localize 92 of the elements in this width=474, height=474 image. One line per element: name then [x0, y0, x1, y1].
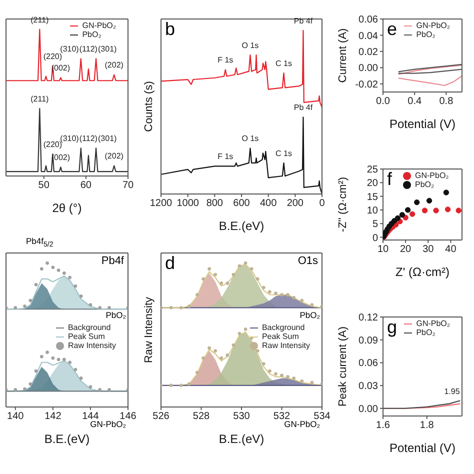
x-tick-label: 1.6 — [376, 420, 390, 432]
x-tick-label: 400 — [260, 198, 278, 210]
x-tick-label: 1000 — [176, 198, 200, 210]
y-tick-label: -0.02 — [355, 79, 378, 90]
x-tick-label: 40 — [445, 244, 457, 256]
legend-label: GN-PbO₂ — [416, 319, 450, 328]
annotation: (112) — [79, 44, 98, 54]
y-tick-label: 25 — [366, 164, 378, 176]
y-axis-title: Current (A) — [337, 28, 349, 83]
x-tick-label: 0.4 — [408, 96, 422, 108]
y-axis-title: Counts (s) — [143, 81, 155, 132]
y-tick-label: 0.02 — [358, 46, 378, 58]
x-tick-label: 50 — [38, 180, 50, 192]
annotation: 1.95 — [444, 386, 460, 396]
x-tick-label: 0.8 — [439, 96, 454, 108]
y-tick-label: 15 — [366, 192, 378, 203]
legend-label: Peak Sum — [262, 332, 299, 341]
y-axis-title: -Z'' (Ω·cm²) — [337, 176, 349, 232]
x-axis-title: B.E.(eV) — [44, 432, 90, 446]
text: Pb4f$_{5/2}$ — [26, 236, 54, 251]
annotation: O 1s — [242, 134, 259, 144]
x-axis-title: Potential (V) — [389, 441, 456, 455]
y-tick-label: 0.12 — [358, 312, 378, 324]
annotation: (211) — [30, 94, 50, 104]
x-axis-title: B.E.(eV) — [218, 432, 264, 446]
annotation: PbO₂ — [106, 310, 126, 321]
annotation: C 1s — [276, 58, 292, 68]
x-tick-label: 600 — [233, 198, 250, 210]
y-tick-label: 0.06 — [358, 358, 378, 370]
annotation: Pb 4f — [294, 103, 314, 112]
y-tick-label: 0.03 — [358, 381, 378, 392]
legend-label: Raw Intensity — [68, 341, 116, 350]
legend-label: Peak Sum — [68, 332, 105, 341]
x-tick-label: 200 — [286, 198, 304, 210]
chart-title: e — [387, 19, 398, 39]
annotation: C 1s — [276, 148, 292, 158]
y-axis-title: Peak current (A) — [337, 326, 349, 407]
legend-label: Raw Intensity — [262, 341, 310, 350]
x-tick-label: 70 — [122, 180, 134, 192]
annotation: F 1s — [218, 152, 234, 162]
legend-label: Background — [262, 323, 305, 332]
x-tick-label: 140 — [7, 411, 24, 422]
chart-subtitle: O1s — [298, 255, 318, 267]
legend-label: GN-PbO₂ — [82, 21, 116, 30]
annotation: (310) — [60, 134, 80, 144]
chart-subtitle: Pb4f — [101, 255, 124, 267]
y-tick-label: 0.09 — [358, 335, 378, 346]
x-tick-label: 0 — [319, 198, 326, 210]
legend-label: PbO₂ — [416, 328, 436, 337]
chart-title: b — [165, 19, 176, 39]
x-tick-label: 60 — [80, 180, 92, 192]
legend-label: PbO₂ — [82, 30, 102, 39]
x-tick-label: 800 — [206, 198, 224, 210]
annotation: F 1s — [218, 56, 234, 65]
annotation: (220) — [43, 52, 62, 61]
x-axis-title: Potential (V) — [389, 117, 456, 131]
x-axis-title: 2θ (°) — [52, 201, 82, 215]
legend-label: GN-PbO₂ — [415, 171, 449, 180]
x-tick-label: 1200 — [150, 198, 173, 210]
y-tick-label: 5 — [372, 219, 378, 230]
y-axis-title: Raw Intensity — [143, 296, 155, 364]
annotation: (301) — [98, 44, 118, 54]
legend-label: PbO₂ — [416, 30, 436, 39]
chart-title: g — [387, 317, 398, 337]
legend-label: GN-PbO₂ — [416, 21, 450, 30]
y-tick-label: 0.06 — [358, 14, 378, 26]
chart-title: d — [165, 253, 176, 273]
legend-label: Background — [68, 323, 111, 332]
x-tick-label: 1.8 — [420, 420, 434, 432]
annotation: (202) — [104, 152, 124, 161]
annotation: PbO₂ — [300, 310, 320, 321]
x-tick-label: 20 — [400, 244, 412, 256]
annotation: (310) — [60, 44, 80, 54]
x-tick-label: 530 — [233, 411, 250, 422]
annotation: (202) — [104, 60, 124, 70]
x-tick-label: 0.0 — [376, 96, 390, 108]
y-tick-label: 0.04 — [358, 30, 378, 42]
x-tick-label: 528 — [192, 411, 210, 422]
x-tick-label: 526 — [152, 411, 170, 422]
x-tick-label: 30 — [422, 244, 434, 256]
x-axis-title: Z' (Ω·cm²) — [396, 265, 450, 279]
y-tick-label: 0.00 — [358, 404, 378, 415]
x-tick-label: 142 — [44, 411, 62, 422]
chart-title: f — [387, 169, 392, 189]
y-tick-label: 0 — [372, 232, 378, 244]
annotation: O 1s — [242, 40, 259, 50]
x-axis-title: B.E.(eV) — [218, 219, 264, 233]
y-tick-label: 0.00 — [358, 63, 378, 74]
annotation: (112) — [79, 134, 98, 144]
legend-label: PbO₂ — [415, 180, 434, 189]
y-tick-label: 10 — [366, 206, 378, 217]
annotation: (301) — [98, 134, 118, 144]
